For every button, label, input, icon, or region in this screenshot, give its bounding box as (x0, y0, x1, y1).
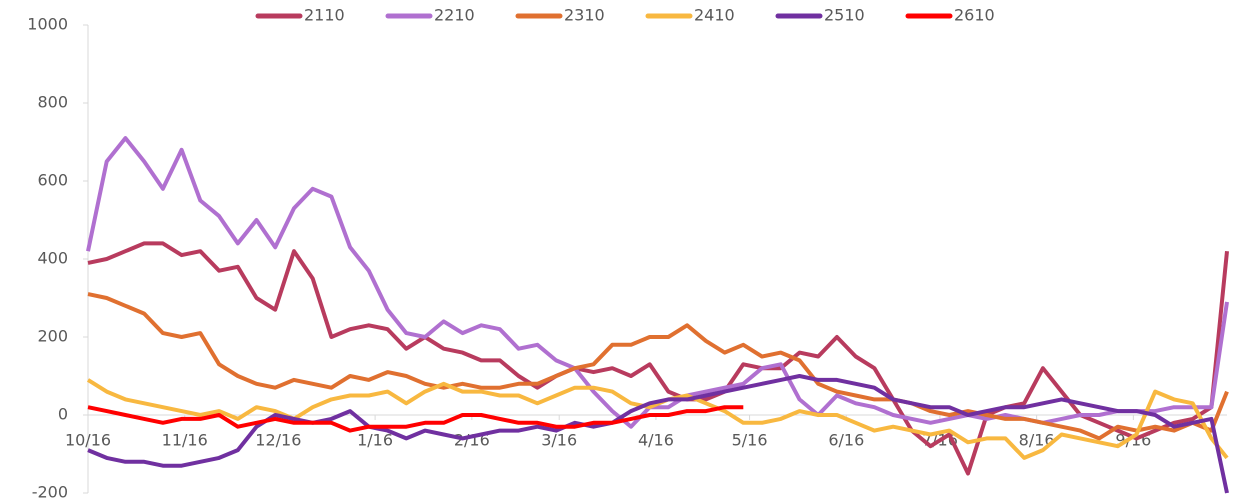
y-tick-label: 600 (37, 171, 68, 190)
x-tick-label: 4/16 (638, 431, 674, 450)
y-tick-label: -200 (32, 483, 68, 502)
legend-label: 2310 (564, 6, 605, 25)
x-tick-label: 10/16 (65, 431, 111, 450)
legend-label: 2610 (954, 6, 995, 25)
x-tick-label: 8/16 (1019, 431, 1055, 450)
x-tick-label: 3/16 (541, 431, 577, 450)
series-line (87, 241, 1229, 476)
y-tick-label: 400 (37, 249, 68, 268)
x-tick-label: 11/16 (162, 431, 208, 450)
x-tick-label: 12/16 (255, 431, 301, 450)
x-tick-label: 5/16 (732, 431, 768, 450)
y-tick-label: 200 (37, 327, 68, 346)
x-tick-label: 1/16 (357, 431, 393, 450)
legend-label: 2210 (434, 6, 475, 25)
series-line (87, 292, 1229, 441)
x-tick-label: 6/16 (828, 431, 864, 450)
legend-label: 2510 (824, 6, 865, 25)
legend-label: 2110 (304, 6, 345, 25)
y-tick-label: 0 (58, 405, 68, 424)
series-line (87, 405, 744, 433)
y-tick-label: 800 (37, 93, 68, 112)
series-line (87, 374, 1229, 494)
y-tick-label: 1000 (27, 15, 68, 34)
legend-label: 2410 (694, 6, 735, 25)
